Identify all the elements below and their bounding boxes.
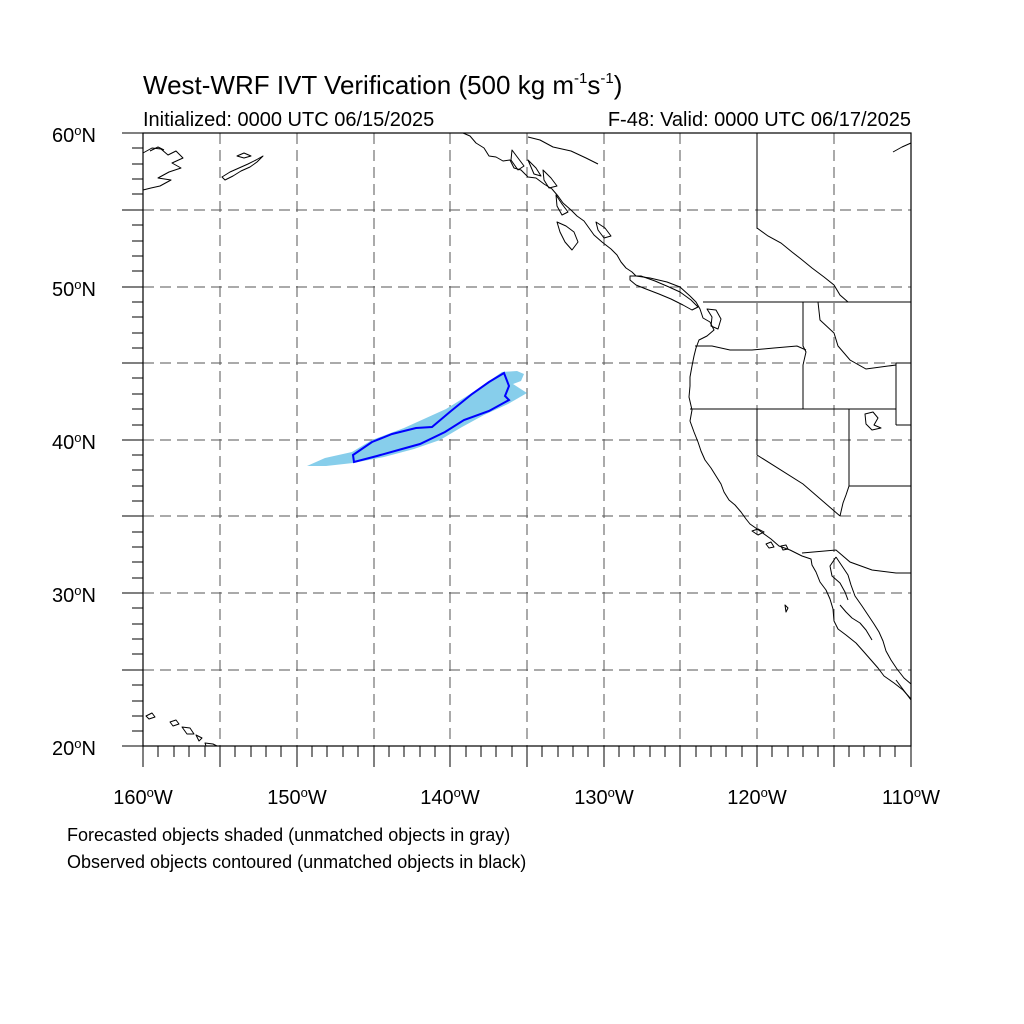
axis-ticks [122, 132, 912, 767]
graticule [143, 133, 911, 746]
lon-label-160w: 160oW [113, 785, 173, 809]
lon-label-150w: 150oW [267, 785, 327, 809]
forecast-ivt-object [307, 371, 527, 466]
lon-label-140w: 140oW [420, 785, 480, 809]
lon-label-110w: 110oW [881, 785, 940, 809]
observed-legend-note: Observed objects contoured (unmatched ob… [67, 852, 527, 872]
lat-label-60n: 60oN [52, 123, 96, 147]
lat-label-50n: 50oN [52, 277, 96, 301]
initialized-time: Initialized: 0000 UTC 06/15/2025 [143, 109, 435, 131]
lat-label-40n: 40oN [52, 430, 96, 454]
observed-ivt-contour [351, 371, 511, 464]
lat-label-30n: 30oN [52, 583, 96, 607]
lon-label-120w: 120oW [727, 785, 787, 809]
map-title: West-WRF IVT Verification (500 kg m-1s-1… [143, 70, 623, 100]
forecast-legend-note: Forecasted objects shaded (unmatched obj… [67, 825, 511, 845]
lat-label-20n: 20oN [52, 736, 96, 760]
valid-time: F-48: Valid: 0000 UTC 06/17/2025 [607, 109, 911, 131]
lon-label-130w: 130oW [574, 785, 634, 809]
coastlines [142, 132, 912, 747]
political-borders [690, 133, 911, 574]
